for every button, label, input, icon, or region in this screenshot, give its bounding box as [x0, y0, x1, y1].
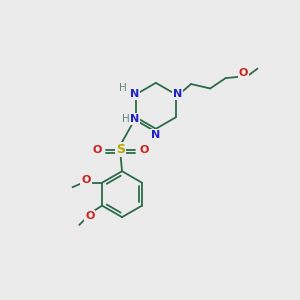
Text: O: O	[92, 145, 102, 155]
Text: N: N	[130, 114, 139, 124]
Text: O: O	[238, 68, 248, 78]
Text: N: N	[151, 130, 160, 140]
Text: S: S	[116, 143, 125, 157]
Text: H: H	[122, 114, 130, 124]
Text: O: O	[81, 175, 91, 185]
Text: O: O	[140, 145, 149, 155]
Text: O: O	[85, 211, 94, 221]
Text: N: N	[172, 89, 182, 99]
Text: N: N	[130, 89, 139, 99]
Text: H: H	[119, 83, 127, 93]
